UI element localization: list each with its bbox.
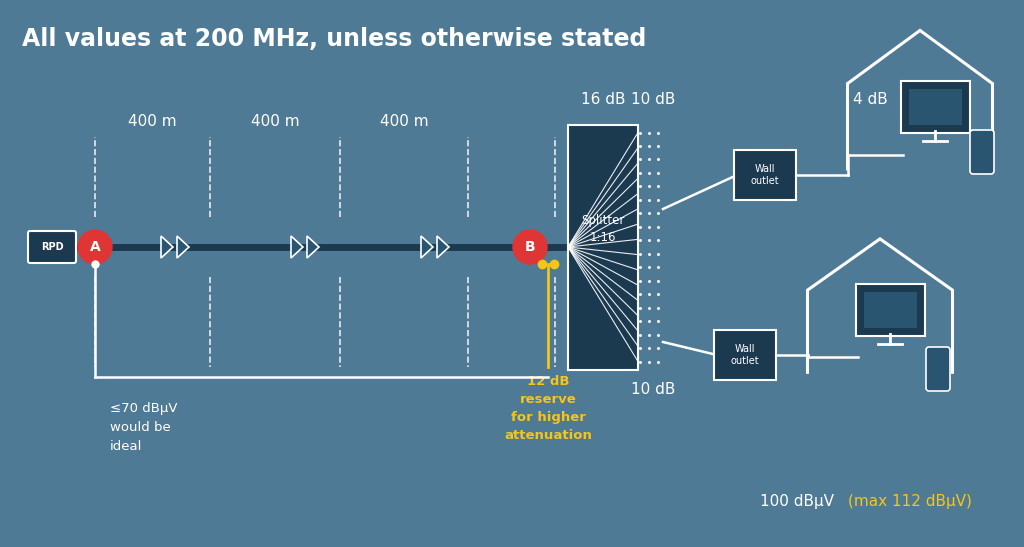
FancyBboxPatch shape: [863, 292, 916, 328]
Text: B: B: [524, 240, 536, 254]
Text: 400 m: 400 m: [128, 114, 177, 129]
Polygon shape: [161, 236, 173, 258]
Polygon shape: [291, 236, 303, 258]
Text: (max 112 dBµV): (max 112 dBµV): [848, 494, 972, 509]
Circle shape: [78, 230, 112, 264]
Circle shape: [513, 230, 547, 264]
Text: 4 dB: 4 dB: [853, 91, 888, 107]
Polygon shape: [421, 236, 433, 258]
Text: 400 m: 400 m: [251, 114, 299, 129]
Text: Splitter
1:16: Splitter 1:16: [582, 214, 625, 244]
Text: Wall
outlet: Wall outlet: [751, 164, 779, 186]
Text: 400 m: 400 m: [380, 114, 428, 129]
Text: Wall
outlet: Wall outlet: [731, 344, 760, 366]
FancyBboxPatch shape: [28, 231, 76, 263]
Text: A: A: [90, 240, 100, 254]
FancyBboxPatch shape: [568, 125, 638, 370]
Text: RPD: RPD: [41, 242, 63, 252]
FancyBboxPatch shape: [908, 89, 962, 125]
Text: ≤70 dBµV
would be
ideal: ≤70 dBµV would be ideal: [110, 402, 177, 453]
Text: All values at 200 MHz, unless otherwise stated: All values at 200 MHz, unless otherwise …: [22, 27, 646, 51]
FancyBboxPatch shape: [714, 330, 776, 380]
Text: 10 dB: 10 dB: [631, 91, 675, 107]
Text: 16 dB: 16 dB: [581, 91, 626, 107]
Text: 100 dBµV: 100 dBµV: [760, 494, 834, 509]
Text: 12 dB
reserve
for higher
attenuation: 12 dB reserve for higher attenuation: [504, 375, 592, 442]
Polygon shape: [307, 236, 319, 258]
FancyBboxPatch shape: [970, 130, 994, 174]
Polygon shape: [437, 236, 449, 258]
FancyBboxPatch shape: [926, 347, 950, 391]
FancyBboxPatch shape: [900, 81, 970, 133]
Text: 10 dB: 10 dB: [631, 381, 675, 397]
FancyBboxPatch shape: [855, 284, 925, 336]
FancyBboxPatch shape: [734, 150, 796, 200]
Polygon shape: [177, 236, 189, 258]
